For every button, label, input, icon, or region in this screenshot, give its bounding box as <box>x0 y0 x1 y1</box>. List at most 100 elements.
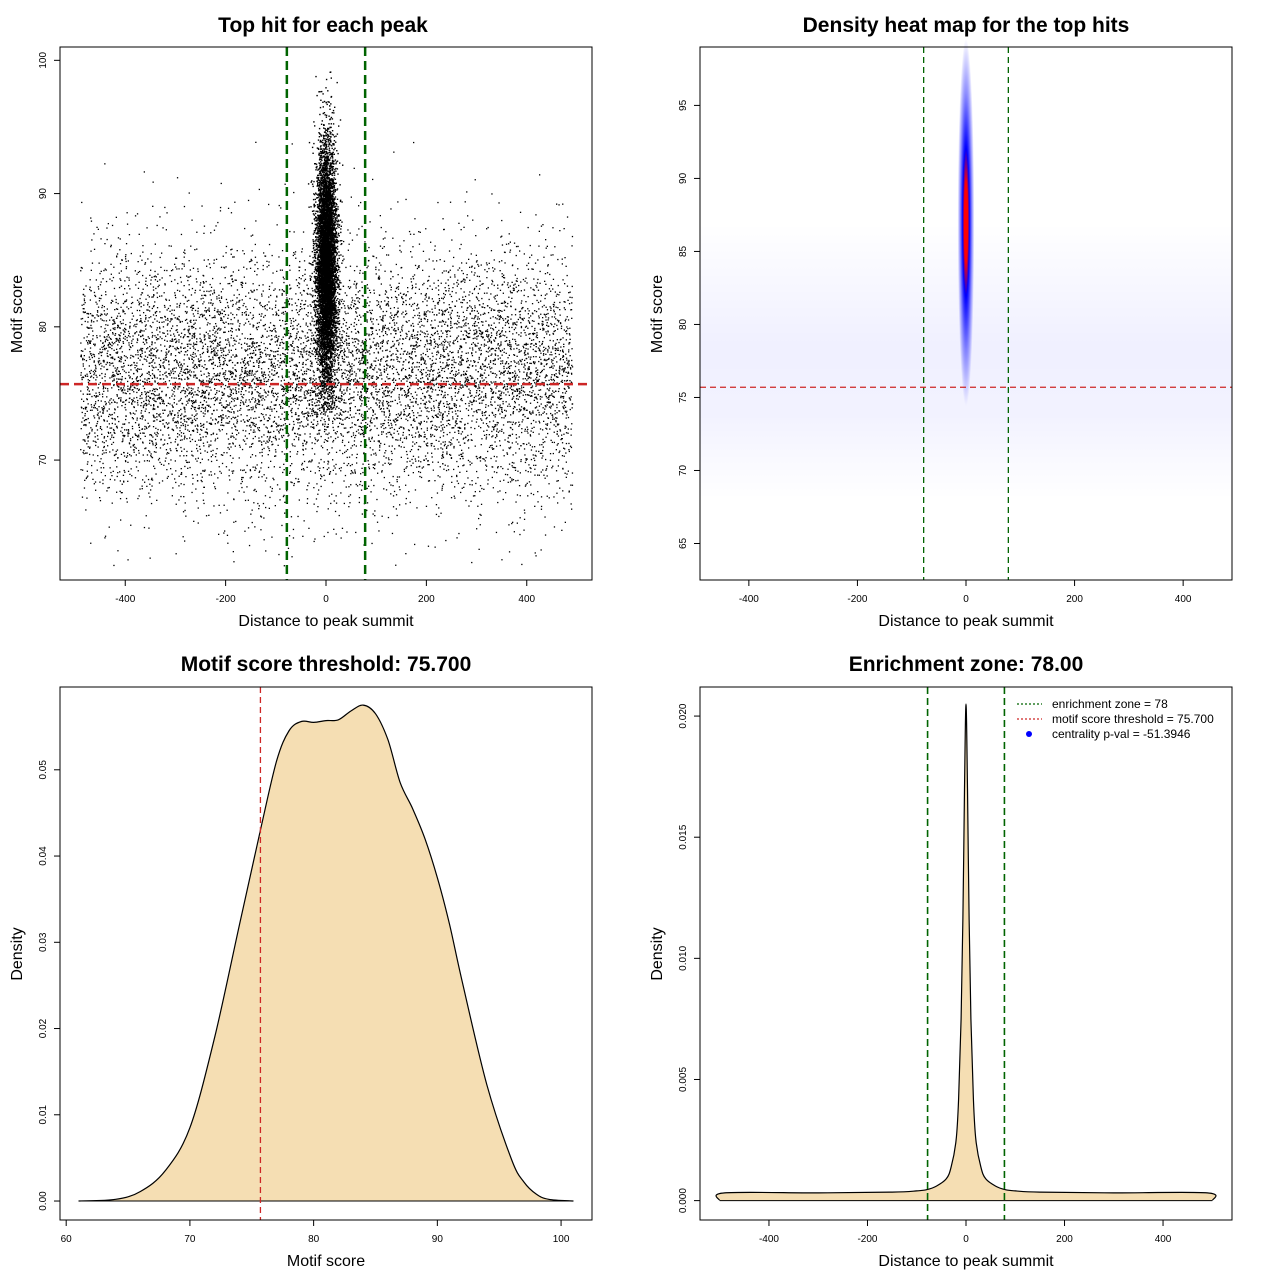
scatter-point <box>130 386 132 388</box>
scatter-point <box>226 404 228 406</box>
scatter-point <box>494 437 497 439</box>
scatter-point <box>541 323 543 325</box>
scatter-point <box>320 419 322 422</box>
scatter-point <box>400 417 402 420</box>
scatter-point <box>524 280 526 282</box>
scatter-point <box>504 340 506 342</box>
scatter-point <box>448 354 450 357</box>
scatter-point <box>103 467 105 469</box>
scatter-point <box>472 400 475 403</box>
scatter-point <box>386 327 388 330</box>
scatter-point <box>83 300 86 302</box>
scatter-point <box>358 205 360 207</box>
scatter-point <box>83 303 85 306</box>
scatter-point <box>213 229 216 231</box>
scatter-point <box>307 419 309 421</box>
scatter-point <box>340 470 342 472</box>
scatter-point <box>303 370 305 373</box>
scatter-point <box>457 392 459 394</box>
scatter-point <box>99 272 101 275</box>
scatter-point <box>215 375 218 377</box>
scatter-point <box>154 243 156 245</box>
scatter-point <box>458 391 460 393</box>
scatter-point <box>135 466 138 468</box>
scatter-point <box>412 325 415 327</box>
scatter-point <box>324 439 326 441</box>
scatter-point <box>184 502 186 504</box>
scatter-point <box>117 385 119 388</box>
scatter-point <box>403 390 405 392</box>
scatter-point <box>361 377 363 379</box>
scatter-point <box>103 346 105 348</box>
scatter-point <box>527 369 529 371</box>
scatter-point <box>545 458 547 461</box>
scatter-point <box>208 310 210 312</box>
scatter-point <box>165 457 167 459</box>
scatter-point <box>202 403 204 406</box>
scatter-point <box>544 516 546 518</box>
scatter-point <box>381 387 384 389</box>
scatter-point <box>89 286 91 288</box>
scatter-point <box>248 292 250 294</box>
scatter-point <box>342 318 345 320</box>
scatter-point <box>171 340 173 342</box>
scatter-point <box>80 374 82 376</box>
scatter-point <box>412 275 414 278</box>
scatter-point <box>289 288 291 290</box>
scatter-point <box>458 388 460 391</box>
scatter-point <box>288 376 290 378</box>
scatter-point <box>88 356 90 358</box>
scatter-point <box>162 374 164 376</box>
scatter-point <box>180 347 182 349</box>
scatter-point <box>175 553 177 555</box>
scatter-point <box>552 390 554 392</box>
scatter-point <box>499 357 501 359</box>
scatter-point <box>135 378 137 380</box>
scatter-point <box>340 282 342 284</box>
scatter-point <box>180 424 182 427</box>
scatter-point <box>391 424 393 426</box>
scatter-point <box>296 385 298 387</box>
scatter-point <box>258 401 260 403</box>
scatter-point <box>434 332 436 334</box>
scatter-point <box>99 351 101 353</box>
scatter-point <box>395 353 397 355</box>
scatter-point <box>313 246 315 249</box>
scatter-point <box>252 341 254 343</box>
scatter-point <box>341 357 344 360</box>
scatter-point <box>169 305 171 307</box>
scatter-point <box>432 374 434 376</box>
scatter-point <box>493 455 495 458</box>
scatter-point <box>383 392 385 394</box>
scatter-point <box>495 347 498 349</box>
scatter-point <box>458 298 460 300</box>
scatter-point <box>359 397 361 400</box>
scatter-point <box>565 339 567 341</box>
scatter-point <box>180 346 182 348</box>
scatter-point <box>217 342 219 344</box>
scatter-point <box>550 359 553 361</box>
scatter-point <box>318 339 320 341</box>
scatter-point <box>199 433 201 436</box>
scatter-point <box>218 358 220 360</box>
scatter-point <box>283 278 285 280</box>
scatter-point <box>122 311 124 313</box>
scatter-point <box>284 401 287 403</box>
scatter-point <box>91 314 93 316</box>
scatter-point <box>523 509 526 511</box>
scatter-point <box>324 414 326 416</box>
scatter-point <box>346 328 349 330</box>
scatter-point <box>358 413 361 415</box>
scatter-point <box>159 461 161 464</box>
scatter-point <box>268 264 270 267</box>
scatter-point <box>124 288 126 290</box>
scatter-point <box>523 363 526 365</box>
scatter-point <box>218 466 220 468</box>
scatter-point <box>389 419 391 421</box>
scatter-point <box>169 397 171 399</box>
scatter-point <box>144 381 146 384</box>
scatter-point <box>450 497 453 499</box>
scatter-point <box>188 276 190 278</box>
scatter-point <box>468 388 470 390</box>
scatter-point <box>132 401 134 403</box>
